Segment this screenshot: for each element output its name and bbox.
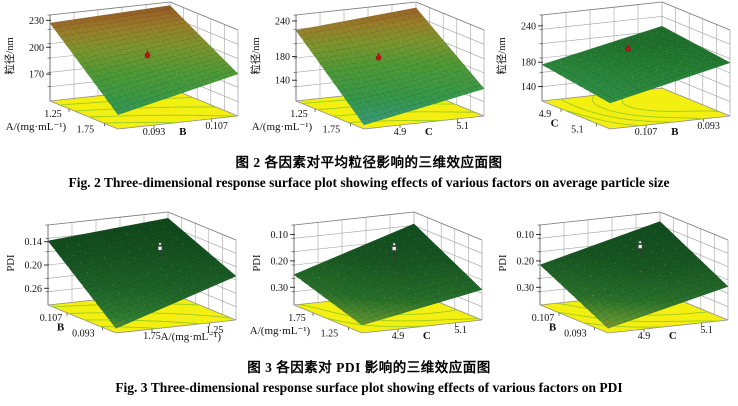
- z-axis: 230 200 170 粒径/nm: [3, 14, 51, 101]
- z-axis: 240 180 140 粒径/nm: [249, 14, 297, 101]
- z-axis: 0.10 0.20 0.30 PDI: [498, 224, 541, 305]
- surface-mesh: [541, 26, 731, 104]
- fig3-caption-zh: 图 3 各因素对 PDI 影响的三维效应面图: [247, 360, 491, 375]
- axis-tick-label: 180: [521, 58, 536, 69]
- axis-tick-label: 5.1: [700, 325, 713, 336]
- design-point-marker: [391, 242, 397, 259]
- z-axis-title: 粒径/nm: [3, 37, 16, 74]
- axis-tick-label: 0.107: [635, 127, 658, 138]
- design-point-marker: [375, 53, 382, 61]
- axis-tick-label: 0.26: [25, 284, 43, 295]
- axis-tick-label: 5.1: [456, 121, 469, 132]
- axis-tick-label: 1.75: [323, 124, 341, 135]
- axis-tick-label: 0.093: [143, 127, 166, 138]
- fig3-plot-pdi-vs-B-C: 0.10 0.20 0.30 PDI 0.107 0.093 B 4.9 5.1 C: [498, 211, 729, 342]
- design-point-marker: [144, 50, 151, 58]
- surface-mesh: [47, 217, 237, 329]
- z-axis: 0.14 0.20 0.26 PDI: [6, 224, 49, 305]
- axis-tick-label: 4.9: [539, 109, 552, 120]
- axis-title-lower-left: A/(mg·mL⁻¹): [250, 325, 311, 337]
- axis-tick-label: 0.093: [72, 328, 95, 339]
- fig3-plots-row: 0.14 0.20 0.26 PDI 0.107 0.093 B 1.75 1.25 A/(mg·…: [0, 195, 738, 355]
- axis-tick-label: 0.30: [271, 283, 289, 294]
- axis-title-lower-right: B: [179, 126, 187, 138]
- z-axis-title: PDI: [252, 254, 263, 271]
- fig2-plot-particle-size-vs-A-C: 240 180 140 粒径/nm 1.25 1.75 A/(mg·mL⁻¹) 4.9 5.1 C: [249, 1, 485, 138]
- axis-title-lower-right: A/(mg·mL⁻¹): [161, 331, 222, 343]
- factor-axis-labels: 0.107 0.093 B 4.9 5.1 C: [532, 312, 713, 342]
- axis-tick-label: 1.25: [206, 325, 224, 336]
- axis-tick-label: 1.75: [77, 124, 95, 135]
- axis-tick-label: 0.20: [25, 261, 43, 272]
- fig3-caption: 图 3 各因素对 PDI 影响的三维效应面图 Fig. 3 Three-dime…: [0, 355, 738, 403]
- axis-tick-label: 4.9: [394, 127, 407, 138]
- design-point-marker: [637, 240, 643, 257]
- axis-title-lower-right: C: [423, 330, 431, 342]
- axis-tick-label: 5.1: [571, 124, 584, 135]
- axis-tick-label: 0.20: [517, 256, 535, 267]
- fig2-caption-zh: 图 2 各因素对平均粒径影响的三维效应面图: [235, 155, 503, 170]
- axis-title-lower-right: C: [425, 126, 433, 138]
- fig2-caption: 图 2 各因素对平均粒径影响的三维效应面图 Fig. 2 Three-dimen…: [0, 150, 738, 195]
- fig3-caption-en: Fig. 3 Three-dimensional response surfac…: [115, 380, 623, 395]
- axis-tick-label: 140: [275, 76, 290, 87]
- fig3-plot-pdi-vs-A-C: 0.10 0.20 0.30 PDI 1.75 1.25 A/(mg·mL⁻¹) 4.9 5.1…: [250, 211, 483, 342]
- axis-title-lower-left: B: [57, 322, 65, 334]
- fig2-caption-en: Fig. 2 Three-dimensional response surfac…: [68, 175, 670, 190]
- z-axis-title: 粒径/nm: [249, 37, 262, 74]
- axis-tick-label: 1.25: [321, 328, 339, 339]
- z-axis: 0.10 0.20 0.30 PDI: [252, 224, 295, 305]
- surface-mesh: [295, 7, 485, 126]
- axis-tick-label: 1.75: [288, 313, 306, 324]
- axis-tick-label: 240: [521, 21, 536, 32]
- axis-tick-label: 140: [521, 82, 536, 93]
- axis-tick-label: 0.10: [271, 230, 289, 241]
- axis-title-lower-left: A/(mg·mL⁻¹): [252, 121, 313, 133]
- axis-tick-label: 0.14: [25, 237, 43, 248]
- z-axis-title: PDI: [498, 254, 509, 271]
- axis-tick-label: 180: [275, 52, 290, 63]
- surface-mesh: [293, 223, 483, 326]
- axis-tick-label: 200: [29, 43, 44, 54]
- axis-tick-label: 1.75: [143, 331, 161, 342]
- fig2-plot-particle-size-vs-A-B: 230 200 170 粒径/nm 1.25 1.75 A/(mg·mL⁻¹) 0.093 0.…: [3, 1, 239, 138]
- axis-tick-label: 230: [29, 16, 44, 27]
- axis-tick-label: 0.107: [205, 121, 228, 132]
- factor-axis-labels: 1.25 1.75 A/(mg·mL⁻¹) 4.9 5.1 C: [252, 108, 469, 138]
- design-point-marker: [625, 44, 631, 52]
- axis-title-lower-left: A/(mg·mL⁻¹): [6, 121, 67, 133]
- axis-tick-label: 240: [275, 16, 290, 27]
- factor-axis-labels: 1.75 1.25 A/(mg·mL⁻¹) 4.9 5.1 C: [250, 312, 467, 342]
- fig2-plots-row: 230 200 170 粒径/nm 1.25 1.75 A/(mg·mL⁻¹) 0.093 0.…: [0, 0, 738, 150]
- factor-axis-labels: 0.107 0.093 B 1.75 1.25A/(mg·mL⁻¹): [40, 312, 224, 343]
- factor-axis-labels: 4.9 5.1 C 0.107 0.093 B: [539, 108, 720, 138]
- axis-tick-label: 0.10: [517, 230, 535, 241]
- axis-tick-label: 1.25: [44, 109, 62, 120]
- design-point-marker: [157, 242, 163, 259]
- z-axis-title: PDI: [6, 254, 17, 271]
- axis-title-lower-right: C: [669, 330, 677, 342]
- axis-tick-label: 4.9: [392, 331, 405, 342]
- axis-tick-label: 0.093: [564, 328, 587, 339]
- surface-mesh: [49, 5, 239, 115]
- surface-mesh: [539, 221, 729, 329]
- axis-tick-label: 0.107: [40, 313, 63, 324]
- factor-axis-labels: 1.25 1.75 A/(mg·mL⁻¹) 0.093 0.107 B: [6, 108, 228, 138]
- fig3-plot-pdi-vs-B-A: 0.14 0.20 0.26 PDI 0.107 0.093 B 1.75 1.25A/(mg·…: [6, 211, 237, 343]
- fig2-plot-particle-size-vs-C-B: 240 180 140 粒径/nm 4.9 5.1 C 0.107 0.093 B: [495, 1, 731, 138]
- axis-tick-label: 170: [29, 70, 44, 81]
- axis-title-lower-right: B: [671, 126, 679, 138]
- axis-tick-label: 5.1: [454, 325, 467, 336]
- axis-tick-label: 0.107: [532, 313, 555, 324]
- axis-title-lower-left: B: [549, 322, 557, 334]
- axis-title-lower-left: C: [551, 118, 559, 130]
- axis-tick-label: 4.9: [638, 331, 651, 342]
- z-axis: 240 180 140 粒径/nm: [495, 14, 543, 101]
- axis-tick-label: 0.30: [517, 283, 535, 294]
- axis-tick-label: 1.25: [290, 109, 308, 120]
- z-axis-title: 粒径/nm: [495, 37, 508, 74]
- axis-tick-label: 0.20: [271, 256, 289, 267]
- axis-tick-label: 0.093: [697, 121, 720, 132]
